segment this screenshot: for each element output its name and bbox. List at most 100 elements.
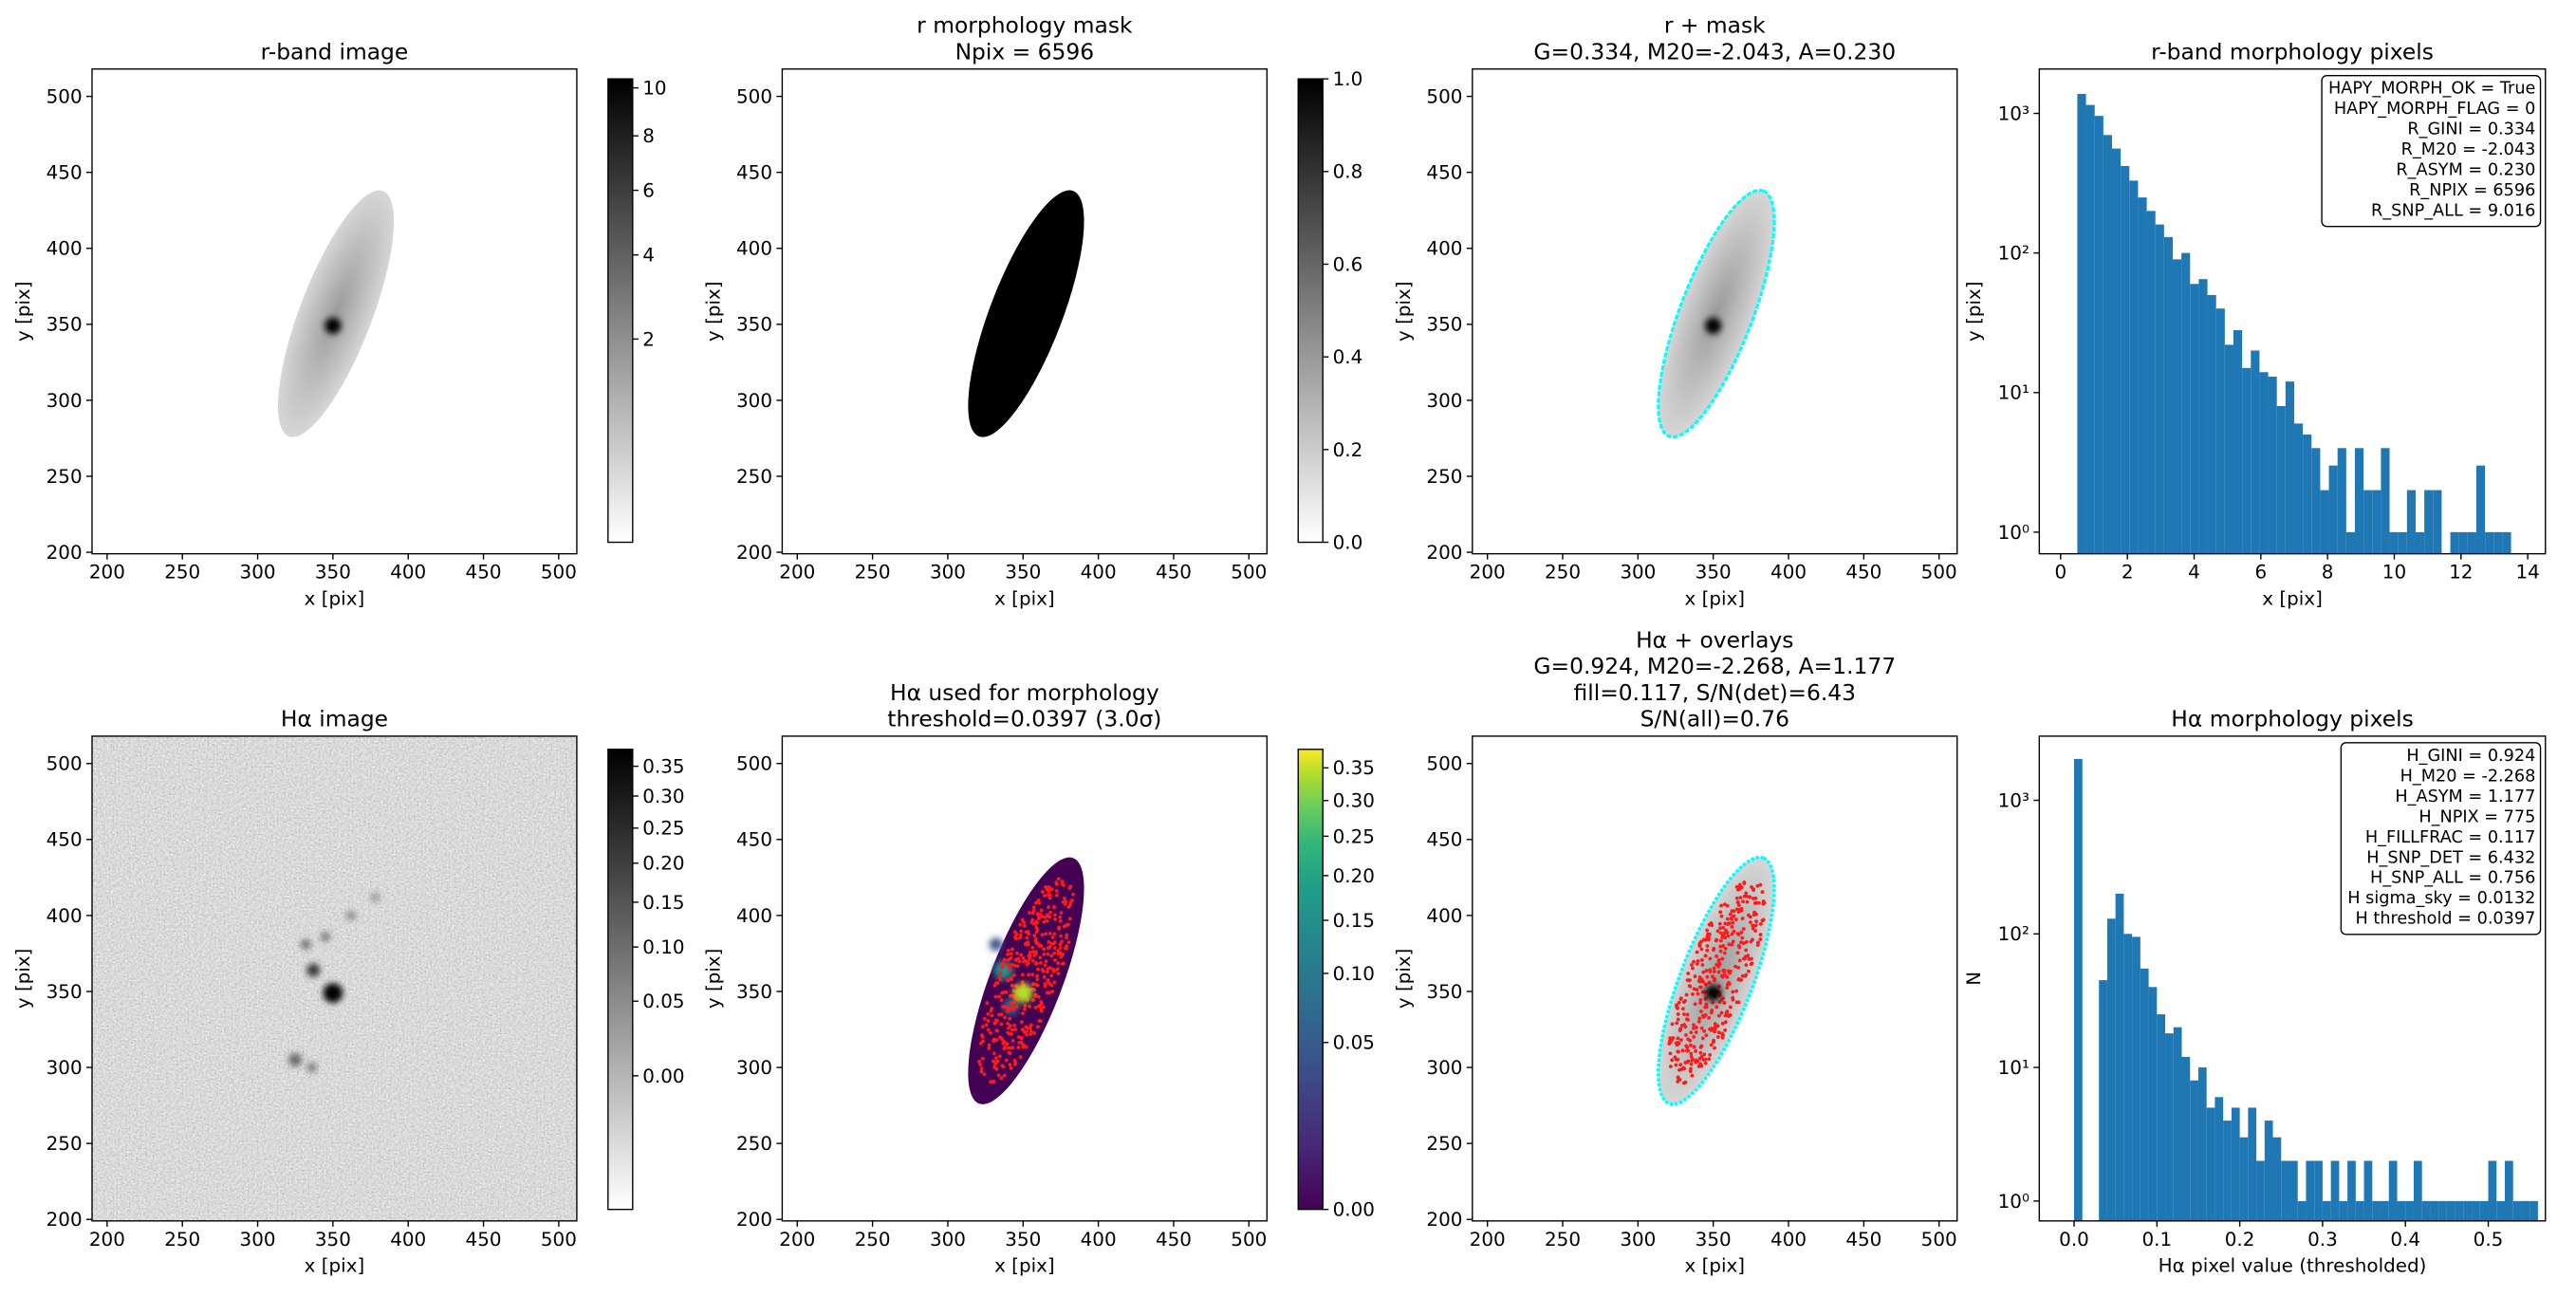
detected-pixel [1042, 974, 1047, 979]
panel: 0.0 0.1 0.2 0.3 0.4 0.5 10⁰ 10¹ 10² 10³ Hα pixel v… [1963, 706, 2547, 1277]
colorbar-tick-label: 0.30 [1333, 790, 1375, 812]
x-tick-label: 500 [1231, 1229, 1267, 1251]
detected-pixel [1726, 922, 1730, 926]
bar [2446, 1200, 2456, 1221]
x-axis-label: x [pix] [994, 1255, 1055, 1277]
detected-pixel [1024, 1045, 1029, 1049]
detected-pixel [1028, 953, 1032, 957]
y-tick-label: 400 [46, 238, 83, 260]
detected-pixel [1703, 1061, 1708, 1065]
detected-pixel [986, 1011, 991, 1016]
detected-pixel [1728, 912, 1733, 917]
detected-pixel [1695, 1025, 1698, 1029]
colorbar-tick-label: 10 [642, 78, 666, 100]
detected-pixel [1727, 942, 1732, 947]
x-tick-label: 12 [2449, 562, 2473, 584]
detected-pixel [989, 1030, 992, 1035]
detected-pixel [1737, 958, 1742, 963]
detected-pixel [1000, 991, 1005, 995]
y-tick-label: 400 [1426, 238, 1462, 260]
detected-pixel [1697, 979, 1701, 984]
detected-pixel [1029, 950, 1032, 954]
panel-title: Hα + overlays [1636, 626, 1793, 653]
detected-pixel [1054, 882, 1059, 886]
detected-pixel [1047, 885, 1051, 889]
panel-title: Hα image [281, 706, 388, 732]
x-axis-label: x [pix] [1684, 587, 1745, 609]
bar [2146, 211, 2156, 554]
x-tick-label: 450 [1845, 1229, 1881, 1251]
x-tick-label: 6 [2254, 562, 2267, 584]
detected-pixel [1003, 1015, 1007, 1020]
bar [2094, 116, 2103, 554]
detected-pixel [1056, 972, 1061, 976]
detected-pixel [1692, 987, 1696, 991]
bar [2272, 1137, 2282, 1221]
detected-pixel [1732, 914, 1736, 918]
detected-pixel [1065, 944, 1069, 948]
bar [2467, 531, 2476, 554]
x-tick-label: 400 [1770, 1229, 1807, 1251]
detected-pixel [1020, 980, 1025, 984]
detected-pixel [1056, 949, 1060, 953]
bar [2285, 381, 2294, 554]
detected-pixel [1008, 1051, 1012, 1056]
detected-pixel [1725, 930, 1730, 935]
y-tick-label: 400 [736, 238, 772, 260]
bar [2121, 165, 2130, 554]
panel-title: r morphology mask [917, 12, 1133, 39]
x-tick-label: 200 [779, 1229, 815, 1251]
y-tick-label: 300 [736, 390, 772, 412]
detected-pixel [1751, 926, 1755, 931]
detected-pixel [993, 1056, 998, 1060]
detected-pixel [1731, 997, 1735, 1002]
bar [2345, 531, 2355, 554]
bar [2363, 1160, 2373, 1221]
panel-title: S/N(all)=0.76 [1640, 706, 1789, 732]
detected-pixel [1044, 932, 1048, 936]
detected-pixel [1679, 1038, 1683, 1043]
plot-area [968, 190, 1084, 437]
x-tick-label: 250 [164, 1229, 200, 1251]
detected-pixel [1067, 886, 1072, 890]
bar [2433, 490, 2442, 554]
detected-pixel [978, 1063, 982, 1066]
detected-pixel [994, 1066, 999, 1071]
detected-pixel [1704, 1033, 1709, 1038]
galaxy-core [1012, 983, 1033, 1003]
detected-pixel [1012, 1023, 1017, 1028]
bar [2129, 180, 2139, 554]
x-axis-label: x [pix] [2262, 587, 2323, 609]
y-tick-label: 500 [736, 753, 772, 775]
plot-area [1657, 188, 1776, 439]
detected-pixel [1022, 923, 1027, 928]
y-tick-label: 300 [46, 390, 83, 412]
detected-pixel [1060, 939, 1065, 944]
detected-pixel [1060, 961, 1065, 966]
detected-pixel [1684, 1044, 1689, 1048]
x-tick-label: 500 [541, 1229, 577, 1251]
x-tick-label: 200 [89, 1229, 125, 1251]
y-axis-label: y [pix] [1963, 281, 1985, 342]
detected-pixel [1680, 1007, 1685, 1011]
detected-pixel [1000, 961, 1005, 966]
y-tick-label: 500 [46, 85, 83, 107]
bar [2215, 308, 2225, 554]
detected-pixel [1726, 969, 1731, 973]
detected-pixel [1024, 1025, 1029, 1029]
bar [2077, 93, 2086, 554]
y-tick-label: 200 [1426, 1209, 1462, 1231]
detected-pixel [1682, 1012, 1686, 1016]
axes-frame [2038, 735, 2547, 1222]
detected-pixel [1036, 967, 1040, 972]
x-tick-label: 350 [1696, 1229, 1732, 1251]
detected-pixel [1024, 958, 1028, 963]
detected-pixel [1710, 1009, 1714, 1012]
detected-pixel [1030, 917, 1035, 922]
detected-pixel [1712, 1038, 1715, 1043]
bar [2485, 531, 2494, 554]
detected-pixel [1722, 973, 1727, 977]
detected-pixel [1704, 969, 1709, 973]
colorbar-tick-label: 0.2 [1333, 439, 1363, 461]
detected-pixel [1046, 893, 1050, 898]
